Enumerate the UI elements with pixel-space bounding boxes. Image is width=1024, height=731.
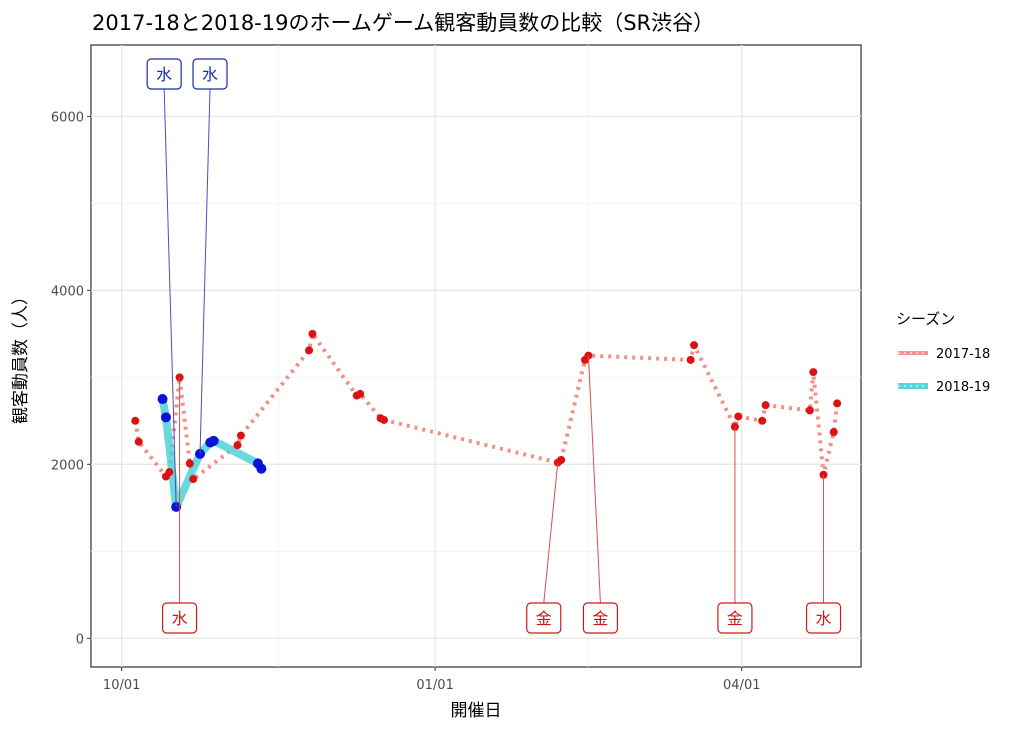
data-point-2017-18 — [134, 437, 143, 446]
annotation-box — [192, 58, 228, 90]
annotation-label: 金 — [727, 609, 743, 628]
data-point-2017-18 — [131, 416, 140, 425]
y-tick-label: 2000 — [51, 458, 84, 473]
annotation-label: 水 — [172, 609, 188, 628]
legend-label: 2017-18 — [936, 347, 990, 362]
grid-lines — [91, 45, 861, 667]
series-layer — [131, 329, 842, 512]
annotation-leader — [199, 88, 211, 454]
legend: シーズン 2017-18 2018-19 — [896, 310, 990, 395]
data-point-2018-19 — [157, 394, 168, 405]
data-point-2017-18 — [356, 389, 365, 398]
data-point-2017-18 — [734, 412, 743, 421]
annotation-label: 水 — [156, 65, 172, 84]
annotation-box — [146, 58, 182, 90]
data-point-2017-18 — [557, 455, 566, 464]
data-point-2017-18 — [189, 475, 198, 484]
annotation-leader — [163, 88, 177, 507]
y-tick-label: 0 — [76, 632, 84, 647]
data-point-2017-18 — [686, 355, 695, 364]
annotation-box — [805, 602, 842, 634]
annotation-layer: 水水水金金金水 — [146, 58, 842, 634]
data-point-2017-18 — [185, 459, 194, 468]
x-tick-label: 04/01 — [723, 678, 760, 693]
annotation-leader — [543, 462, 559, 604]
data-point-2017-18 — [761, 401, 770, 410]
series-line-2017-18 — [133, 331, 840, 482]
annotation-label: 水 — [202, 65, 218, 84]
y-axis-ticks: 0 2000 4000 6000 — [51, 110, 91, 647]
chart-title: 2017-18と2018-19のホームゲーム観客動員数の比較（SR渋谷） — [92, 11, 714, 35]
data-point-2018-19 — [160, 412, 171, 423]
y-tick-label: 4000 — [51, 284, 84, 299]
data-point-2017-18 — [305, 346, 314, 355]
annotation-label: 金 — [592, 609, 608, 628]
plot-panel — [90, 44, 862, 668]
legend-label: 2018-19 — [936, 380, 990, 395]
data-point-2017-18 — [308, 329, 317, 338]
y-tick-label: 6000 — [51, 110, 84, 125]
annotation-label: 水 — [816, 609, 832, 628]
data-point-2017-18 — [690, 341, 699, 350]
x-tick-label: 10/01 — [103, 678, 140, 693]
annotation-box — [717, 602, 753, 634]
data-point-2017-18 — [380, 415, 389, 424]
x-tick-label: 01/01 — [416, 678, 453, 693]
annotation-box — [161, 602, 198, 634]
annotation-label: 金 — [536, 609, 552, 628]
series-line-2018-19 — [158, 395, 266, 511]
annotation-box — [582, 602, 619, 634]
data-point-2017-18 — [805, 406, 814, 415]
data-point-2017-18 — [233, 441, 242, 450]
data-point-2017-18 — [758, 416, 767, 425]
data-point-2017-18 — [829, 428, 838, 437]
data-point-2018-19 — [208, 435, 219, 446]
x-axis-label: 開催日 — [451, 701, 502, 721]
annotation-box — [526, 602, 562, 634]
annotation-leader — [587, 355, 601, 604]
data-point-2017-18 — [165, 468, 174, 477]
data-point-2018-19 — [256, 463, 267, 474]
data-point-2017-18 — [236, 431, 245, 440]
data-point-2017-18 — [833, 399, 842, 408]
data-point-2017-18 — [809, 368, 818, 377]
legend-title: シーズン — [896, 310, 955, 328]
y-axis-label: 観客動員数（人） — [11, 288, 31, 424]
x-axis-ticks: 10/01 01/01 04/01 — [103, 667, 760, 693]
